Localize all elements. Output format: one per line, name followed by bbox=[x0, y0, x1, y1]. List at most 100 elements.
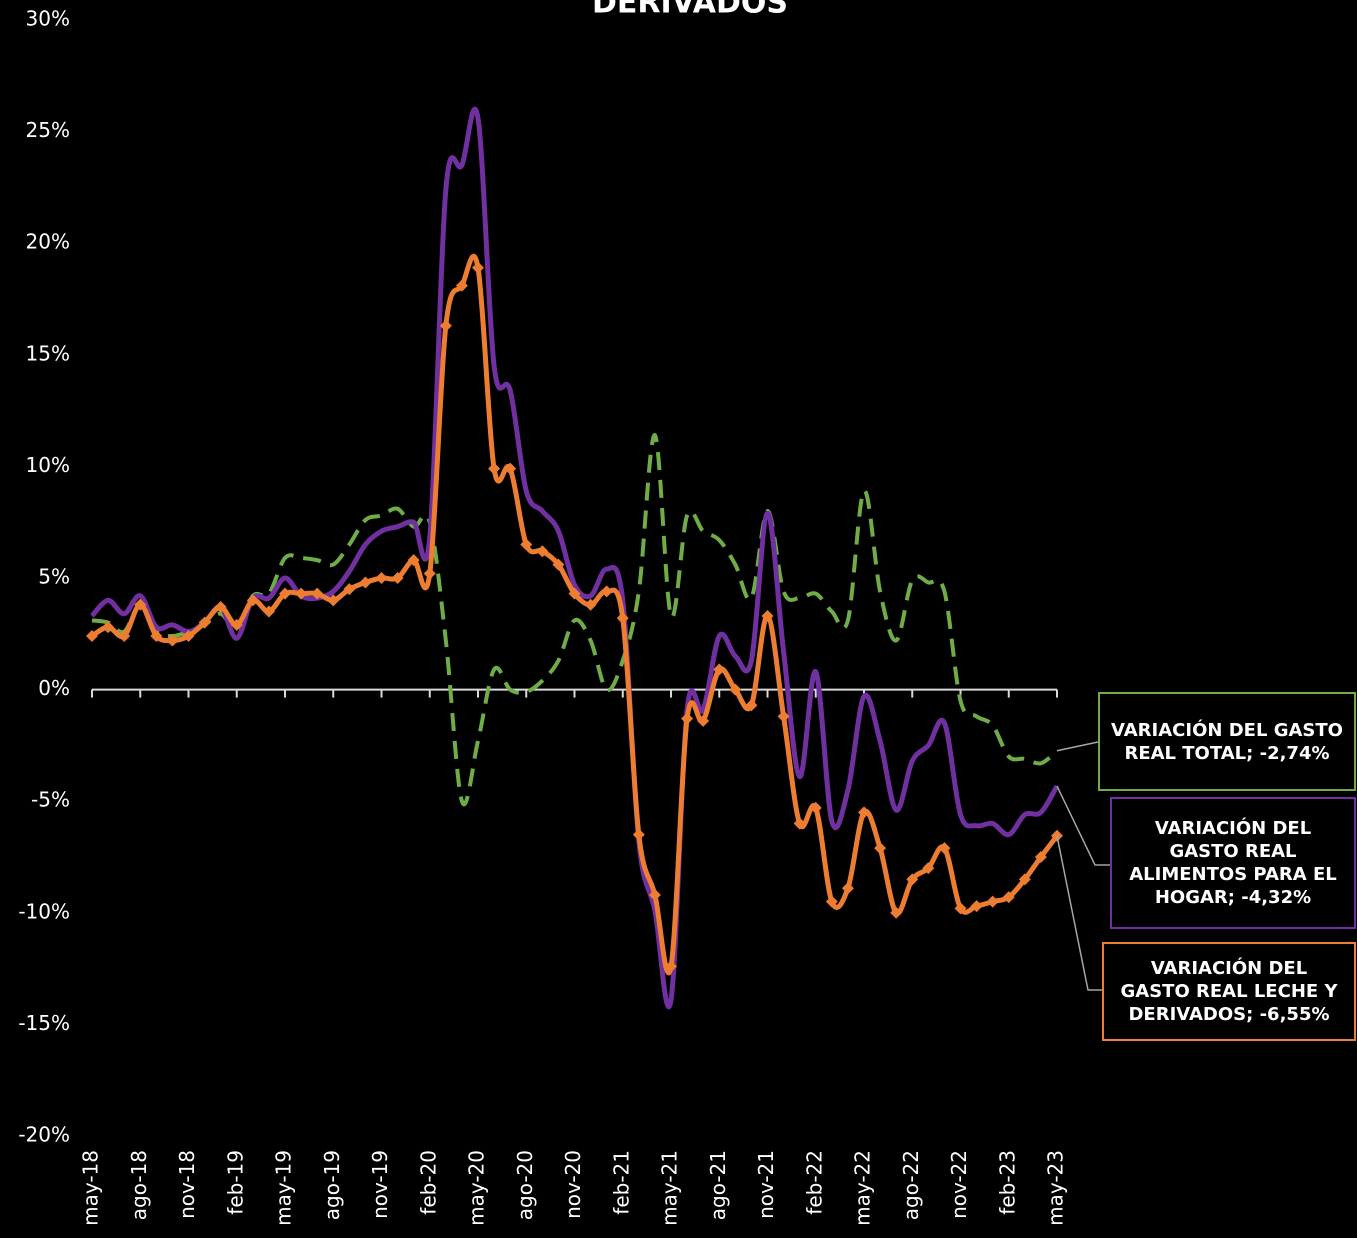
point-marker bbox=[488, 462, 501, 475]
point-marker bbox=[230, 618, 243, 631]
point-marker bbox=[874, 842, 887, 855]
y-tick-label: 5% bbox=[38, 565, 70, 589]
point-marker bbox=[922, 862, 935, 875]
point-marker bbox=[1002, 891, 1015, 904]
point-marker bbox=[359, 576, 372, 589]
point-marker bbox=[648, 888, 661, 901]
point-marker bbox=[439, 319, 452, 332]
point-marker bbox=[86, 630, 98, 643]
y-tick-label: 20% bbox=[26, 230, 70, 254]
point-marker bbox=[568, 587, 581, 600]
x-tick-label: may-21 bbox=[658, 1150, 682, 1226]
annotation-leader bbox=[1056, 785, 1110, 866]
x-tick-label: nov-22 bbox=[947, 1150, 971, 1219]
point-marker bbox=[858, 806, 870, 819]
point-marker bbox=[713, 663, 726, 676]
point-marker bbox=[697, 714, 710, 727]
x-tick-label: may-23 bbox=[1044, 1150, 1068, 1226]
point-marker bbox=[761, 609, 774, 622]
point-marker bbox=[182, 630, 195, 643]
x-tick-label: may-18 bbox=[79, 1150, 103, 1226]
point-marker bbox=[455, 279, 468, 292]
point-marker bbox=[1034, 851, 1047, 863]
point-marker bbox=[665, 960, 677, 973]
point-marker bbox=[520, 538, 533, 551]
point-marker bbox=[214, 601, 227, 614]
annotation-box: VARIACIÓN DEL GASTO REAL ALIMENTOS PARA … bbox=[1110, 797, 1356, 929]
point-marker bbox=[198, 616, 211, 629]
point-marker bbox=[295, 587, 308, 600]
point-marker bbox=[777, 710, 790, 723]
point-marker bbox=[552, 558, 565, 571]
y-tick-label: -15% bbox=[18, 1011, 70, 1035]
point-marker bbox=[246, 594, 259, 607]
x-tick-label: ago-20 bbox=[513, 1150, 537, 1220]
point-marker bbox=[954, 902, 967, 915]
point-marker bbox=[536, 545, 549, 558]
x-tick-label: may-19 bbox=[272, 1150, 296, 1226]
point-marker bbox=[134, 598, 147, 611]
point-marker bbox=[729, 683, 742, 696]
x-tick-label: feb-22 bbox=[802, 1150, 826, 1215]
y-tick-label: -5% bbox=[31, 788, 70, 812]
point-marker bbox=[841, 882, 854, 895]
y-tick-label: 25% bbox=[26, 118, 70, 142]
series-line bbox=[91, 433, 1059, 807]
x-tick-label: ago-19 bbox=[320, 1150, 344, 1220]
point-marker bbox=[681, 712, 694, 725]
x-tick-label: ago-21 bbox=[706, 1150, 730, 1220]
point-marker bbox=[584, 598, 597, 611]
point-marker bbox=[327, 594, 340, 607]
point-marker bbox=[938, 842, 951, 855]
point-marker bbox=[825, 895, 838, 908]
point-marker bbox=[150, 630, 163, 643]
point-marker bbox=[343, 583, 356, 596]
x-tick-label: may-20 bbox=[465, 1150, 489, 1226]
y-tick-label: 15% bbox=[26, 341, 70, 365]
point-marker bbox=[118, 630, 131, 643]
x-tick-label: nov-18 bbox=[175, 1150, 199, 1219]
series-line bbox=[90, 253, 1059, 976]
chart-title: DERIVADOS bbox=[592, 0, 788, 21]
annotation-leader bbox=[1056, 741, 1099, 752]
point-marker bbox=[890, 906, 903, 919]
x-tick-label: nov-20 bbox=[561, 1150, 585, 1219]
point-marker bbox=[391, 572, 404, 584]
x-tick-label: may-22 bbox=[851, 1150, 875, 1226]
y-tick-label: 10% bbox=[26, 453, 70, 477]
point-marker bbox=[745, 699, 758, 712]
point-marker bbox=[102, 621, 115, 634]
x-tick-label: ago-18 bbox=[127, 1150, 151, 1220]
point-marker bbox=[423, 567, 436, 580]
y-tick-label: 30% bbox=[26, 7, 70, 31]
y-tick-label: 0% bbox=[38, 676, 70, 700]
annotation-box: VARIACIÓN DEL GASTO REAL LECHE Y DERIVAD… bbox=[1102, 942, 1356, 1041]
point-marker bbox=[793, 817, 806, 830]
point-marker bbox=[262, 605, 275, 618]
series-line bbox=[90, 106, 1060, 1010]
annotation-box: VARIACIÓN DEL GASTO REAL TOTAL; -2,74% bbox=[1098, 692, 1356, 791]
x-tick-label: nov-19 bbox=[368, 1150, 392, 1219]
x-tick-label: feb-20 bbox=[416, 1150, 440, 1215]
y-tick-label: -10% bbox=[18, 899, 70, 923]
x-tick-label: feb-19 bbox=[223, 1150, 247, 1215]
point-marker bbox=[600, 585, 613, 598]
point-marker bbox=[809, 801, 822, 814]
point-marker bbox=[504, 462, 517, 475]
point-marker bbox=[986, 895, 999, 908]
point-marker bbox=[166, 634, 179, 647]
point-marker bbox=[632, 828, 645, 841]
point-marker bbox=[616, 612, 629, 625]
point-marker bbox=[279, 587, 291, 600]
point-marker bbox=[970, 900, 983, 913]
x-tick-label: feb-23 bbox=[995, 1150, 1019, 1215]
point-marker bbox=[407, 554, 420, 567]
y-tick-label: -20% bbox=[18, 1123, 70, 1147]
point-marker bbox=[906, 873, 919, 886]
point-marker bbox=[311, 587, 324, 600]
annotation-leader bbox=[1056, 835, 1102, 991]
x-tick-label: nov-21 bbox=[754, 1150, 778, 1219]
x-tick-label: ago-22 bbox=[899, 1150, 923, 1220]
